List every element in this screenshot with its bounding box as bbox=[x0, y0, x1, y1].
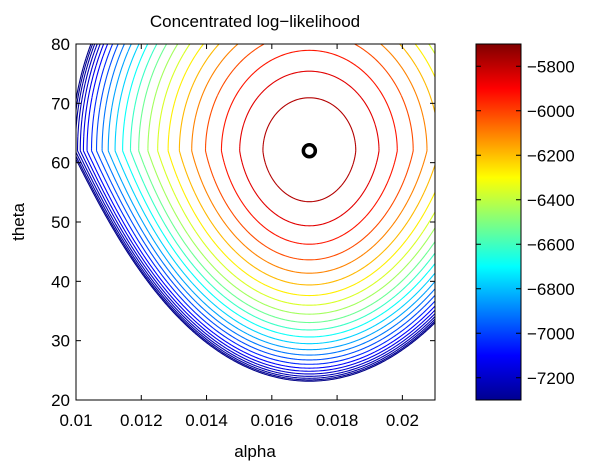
contour-level-11 bbox=[114, 44, 435, 345]
x-tick-label: 0.02 bbox=[386, 411, 419, 430]
colorbar-tick-label: −7000 bbox=[527, 324, 575, 343]
plot-background bbox=[76, 44, 435, 400]
contour-level-9 bbox=[101, 44, 435, 356]
y-tick-label: 80 bbox=[51, 35, 70, 54]
y-tick-label: 50 bbox=[51, 213, 70, 232]
contour-level-4 bbox=[79, 44, 435, 375]
x-axis-label: alpha bbox=[234, 442, 276, 461]
x-tick-label: 0.018 bbox=[316, 411, 359, 430]
y-tick-label: 70 bbox=[51, 94, 70, 113]
colorbar-frame bbox=[475, 43, 522, 401]
colorbar-tick-label: −6000 bbox=[527, 102, 575, 121]
colorbar-tick-label: −6400 bbox=[527, 191, 575, 210]
contour-level-12 bbox=[122, 44, 435, 338]
x-tick-label: 0.016 bbox=[251, 411, 294, 430]
x-tick-label: 0.014 bbox=[185, 411, 228, 430]
contour-level-10 bbox=[107, 44, 435, 351]
colorbar-tick-label: −6600 bbox=[527, 235, 575, 254]
contour-level-2 bbox=[76, 44, 435, 379]
contour-level-16 bbox=[157, 44, 435, 306]
contour-level-21 bbox=[220, 49, 398, 245]
y-axis-ticks: 20 30 40 50 60 70 80 bbox=[51, 35, 435, 410]
contour-level-13 bbox=[129, 44, 435, 331]
y-tick-label: 30 bbox=[51, 332, 70, 351]
chart-title: Concentrated log−likelihood bbox=[150, 12, 360, 31]
contour-level-17 bbox=[167, 44, 435, 297]
y-tick-label: 40 bbox=[51, 272, 70, 291]
x-tick-label: 0.01 bbox=[59, 411, 92, 430]
y-tick-label: 60 bbox=[51, 154, 70, 173]
y-axis-label: theta bbox=[9, 203, 28, 241]
colorbar-tick-label: −6800 bbox=[527, 280, 575, 299]
contour-level-15 bbox=[147, 44, 435, 315]
maximum-marker-layer bbox=[301, 143, 318, 159]
contour-level-20 bbox=[204, 44, 414, 261]
contour-level-5 bbox=[82, 44, 435, 372]
contour-level-6 bbox=[86, 44, 435, 369]
x-axis-ticks: 0.01 0.012 0.014 0.016 0.018 0.02 bbox=[59, 44, 419, 430]
y-tick-label: 20 bbox=[51, 391, 70, 410]
contour-lines bbox=[76, 44, 435, 382]
colorbar-tick-label: −7200 bbox=[527, 369, 575, 388]
contour-level-7 bbox=[90, 44, 435, 365]
contour-level-8 bbox=[95, 44, 435, 361]
contour-level-23 bbox=[262, 97, 357, 203]
x-tick-label: 0.012 bbox=[120, 411, 163, 430]
contour-level-3 bbox=[76, 44, 435, 377]
colorbar-fill bbox=[476, 44, 521, 400]
contour-level-14 bbox=[138, 44, 435, 324]
contour-level-19 bbox=[191, 44, 428, 274]
colorbar-ticks: −7200 −7000 −6800 −6600 −6400 −6200 −6000 −5800 bbox=[476, 57, 575, 388]
maximum-marker bbox=[301, 143, 318, 159]
colorbar-tick-label: −6200 bbox=[527, 146, 575, 165]
colorbar-tick-label: −5800 bbox=[527, 57, 575, 76]
contour-level-18 bbox=[178, 44, 435, 286]
contour-level-22 bbox=[239, 70, 380, 227]
